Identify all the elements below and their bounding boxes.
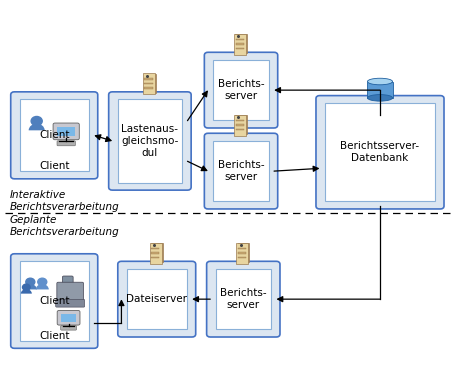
FancyBboxPatch shape bbox=[127, 269, 186, 330]
Wedge shape bbox=[21, 289, 32, 294]
Circle shape bbox=[26, 278, 35, 286]
Polygon shape bbox=[367, 82, 393, 98]
FancyBboxPatch shape bbox=[238, 248, 246, 249]
FancyBboxPatch shape bbox=[11, 254, 98, 348]
FancyBboxPatch shape bbox=[235, 119, 244, 121]
FancyBboxPatch shape bbox=[235, 124, 244, 125]
Text: Client: Client bbox=[39, 332, 69, 341]
FancyBboxPatch shape bbox=[150, 243, 162, 263]
FancyBboxPatch shape bbox=[316, 96, 444, 209]
FancyBboxPatch shape bbox=[204, 133, 278, 209]
Wedge shape bbox=[29, 124, 45, 130]
FancyBboxPatch shape bbox=[61, 314, 76, 322]
FancyBboxPatch shape bbox=[20, 99, 89, 171]
Text: Client: Client bbox=[39, 296, 69, 306]
FancyBboxPatch shape bbox=[144, 83, 153, 84]
Ellipse shape bbox=[367, 78, 393, 85]
Text: Interaktive
Berichtsverarbeitung: Interaktive Berichtsverarbeitung bbox=[10, 190, 120, 212]
Text: Lastenaus-
gleichsmo-
dul: Lastenaus- gleichsmo- dul bbox=[121, 124, 179, 158]
FancyBboxPatch shape bbox=[235, 129, 244, 130]
Text: Berichts-
server: Berichts- server bbox=[218, 160, 264, 182]
FancyBboxPatch shape bbox=[235, 115, 247, 134]
FancyBboxPatch shape bbox=[57, 141, 75, 146]
FancyBboxPatch shape bbox=[144, 78, 153, 80]
FancyBboxPatch shape bbox=[236, 243, 248, 263]
Text: Berichts-
server: Berichts- server bbox=[218, 79, 264, 101]
FancyBboxPatch shape bbox=[213, 141, 269, 201]
FancyBboxPatch shape bbox=[234, 115, 246, 136]
FancyBboxPatch shape bbox=[238, 257, 246, 258]
FancyBboxPatch shape bbox=[151, 252, 159, 254]
FancyBboxPatch shape bbox=[53, 123, 79, 140]
FancyBboxPatch shape bbox=[235, 39, 244, 40]
FancyBboxPatch shape bbox=[151, 243, 163, 262]
FancyBboxPatch shape bbox=[20, 261, 89, 341]
Text: Berichts-
server: Berichts- server bbox=[220, 288, 266, 310]
FancyBboxPatch shape bbox=[235, 34, 247, 53]
Text: Berichtsserver-
Datenbank: Berichtsserver- Datenbank bbox=[340, 141, 420, 163]
FancyBboxPatch shape bbox=[204, 52, 278, 128]
FancyBboxPatch shape bbox=[143, 73, 155, 94]
Ellipse shape bbox=[367, 94, 393, 101]
Text: Dateiserver: Dateiserver bbox=[126, 294, 187, 304]
FancyBboxPatch shape bbox=[235, 43, 244, 45]
Text: Client: Client bbox=[39, 130, 69, 140]
FancyBboxPatch shape bbox=[144, 87, 153, 89]
FancyBboxPatch shape bbox=[144, 74, 156, 93]
FancyBboxPatch shape bbox=[151, 257, 159, 258]
FancyBboxPatch shape bbox=[207, 261, 280, 337]
FancyBboxPatch shape bbox=[213, 60, 269, 121]
FancyBboxPatch shape bbox=[57, 127, 75, 136]
FancyBboxPatch shape bbox=[57, 310, 80, 325]
FancyBboxPatch shape bbox=[238, 243, 249, 262]
Circle shape bbox=[31, 116, 42, 125]
FancyBboxPatch shape bbox=[238, 252, 246, 254]
FancyBboxPatch shape bbox=[325, 103, 435, 201]
FancyBboxPatch shape bbox=[63, 276, 73, 301]
Text: Geplante
Berichtsverarbeitung: Geplante Berichtsverarbeitung bbox=[10, 215, 120, 237]
FancyBboxPatch shape bbox=[118, 261, 196, 337]
FancyBboxPatch shape bbox=[216, 269, 271, 330]
FancyBboxPatch shape bbox=[57, 282, 84, 301]
Circle shape bbox=[38, 278, 47, 286]
FancyBboxPatch shape bbox=[56, 299, 85, 307]
FancyBboxPatch shape bbox=[61, 326, 76, 330]
FancyBboxPatch shape bbox=[118, 99, 182, 183]
Text: Client: Client bbox=[39, 161, 69, 171]
FancyBboxPatch shape bbox=[11, 92, 98, 179]
FancyBboxPatch shape bbox=[235, 48, 244, 49]
Wedge shape bbox=[36, 284, 49, 290]
FancyBboxPatch shape bbox=[234, 34, 246, 54]
Circle shape bbox=[22, 284, 30, 290]
FancyBboxPatch shape bbox=[151, 248, 159, 249]
Wedge shape bbox=[24, 284, 37, 290]
FancyBboxPatch shape bbox=[109, 92, 191, 190]
